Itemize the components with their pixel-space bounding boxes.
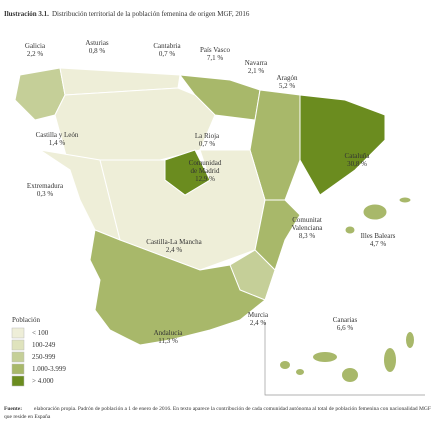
region-value: 2,2 % xyxy=(27,50,44,58)
region-name: La Rioja xyxy=(195,132,220,140)
legend-swatch xyxy=(11,375,25,387)
cataluna-shape xyxy=(299,94,386,196)
region-name: Castilla y León xyxy=(36,131,79,139)
legend-swatch xyxy=(11,363,25,375)
mallorca-shape xyxy=(362,203,388,221)
canarias-frame xyxy=(264,322,425,396)
region-value: 12,9 % xyxy=(195,175,215,183)
region-value: 11,3 % xyxy=(158,337,178,345)
title-number: Ilustración 3.1. xyxy=(4,10,49,18)
legend-swatch xyxy=(11,351,25,363)
legend-title: Población xyxy=(12,316,40,324)
region-value: 1,4 % xyxy=(49,139,66,147)
region-value: 30,8 % xyxy=(347,160,367,168)
canarias-shapes xyxy=(280,332,414,382)
region-value: 5,2 % xyxy=(279,82,296,90)
region-name: País Vasco xyxy=(200,46,231,54)
region-value: 8,3 % xyxy=(299,232,316,240)
island xyxy=(406,332,414,348)
region-value: 0,7 % xyxy=(159,50,176,58)
region-name: Galicia xyxy=(25,42,46,50)
region-value: 6,6 % xyxy=(337,324,354,332)
region-name: Murcia xyxy=(248,311,269,319)
region-name: Extremadura xyxy=(27,182,64,190)
madrid-shape xyxy=(164,149,211,196)
region-value: 0,7 % xyxy=(199,140,216,148)
menorca-shape xyxy=(398,196,412,204)
region-name: Asturias xyxy=(85,39,109,47)
region-value: 0,3 % xyxy=(37,190,54,198)
source: Fuente: elaboración propia. Padrón de pob… xyxy=(4,405,438,421)
legend-label: 100-249 xyxy=(32,341,56,349)
region-value: 2,4 % xyxy=(166,246,183,254)
region-name: Canarias xyxy=(333,316,358,324)
region-name: Comunitat Valenciana xyxy=(292,216,324,232)
region-name: Andalucía xyxy=(154,329,184,337)
legend-label: < 100 xyxy=(32,329,49,337)
legend-swatch xyxy=(11,327,25,339)
region-name: Comunidad de Madrid xyxy=(189,159,222,175)
source-label: Fuente: xyxy=(4,406,23,412)
region-value: 2,4 % xyxy=(250,319,267,327)
region-name: Castilla-La Mancha xyxy=(146,238,202,246)
island xyxy=(342,368,358,382)
region-value: 7,1 % xyxy=(207,54,224,62)
region-name: Cataluña xyxy=(345,152,371,160)
island xyxy=(313,352,337,362)
island xyxy=(280,361,290,369)
map: Ilustración 3.1. Distribución territoria… xyxy=(4,10,425,396)
region-value: 4,7 % xyxy=(370,240,387,248)
region-name: Illes Balears xyxy=(361,232,396,240)
legend-label: 250-999 xyxy=(32,353,56,361)
region-value: 2,1 % xyxy=(248,67,265,75)
andalucia-shape xyxy=(89,229,266,346)
title-text: Distribución territorial de la población… xyxy=(52,10,250,18)
regions-shapes xyxy=(14,67,412,346)
source-text: elaboración propia. Padrón de población … xyxy=(4,406,431,420)
legend-swatch xyxy=(11,339,25,351)
region-value: 0,8 % xyxy=(89,47,106,55)
island xyxy=(384,348,396,372)
island xyxy=(296,369,304,375)
legend-label: > 4.000 xyxy=(32,377,54,385)
region-name: Navarra xyxy=(245,59,268,67)
region-name: Cantabria xyxy=(153,42,181,50)
ibiza-shape xyxy=(344,225,356,235)
legend-label: 1.000-3.999 xyxy=(32,365,66,373)
region-name: Aragón xyxy=(277,74,298,82)
